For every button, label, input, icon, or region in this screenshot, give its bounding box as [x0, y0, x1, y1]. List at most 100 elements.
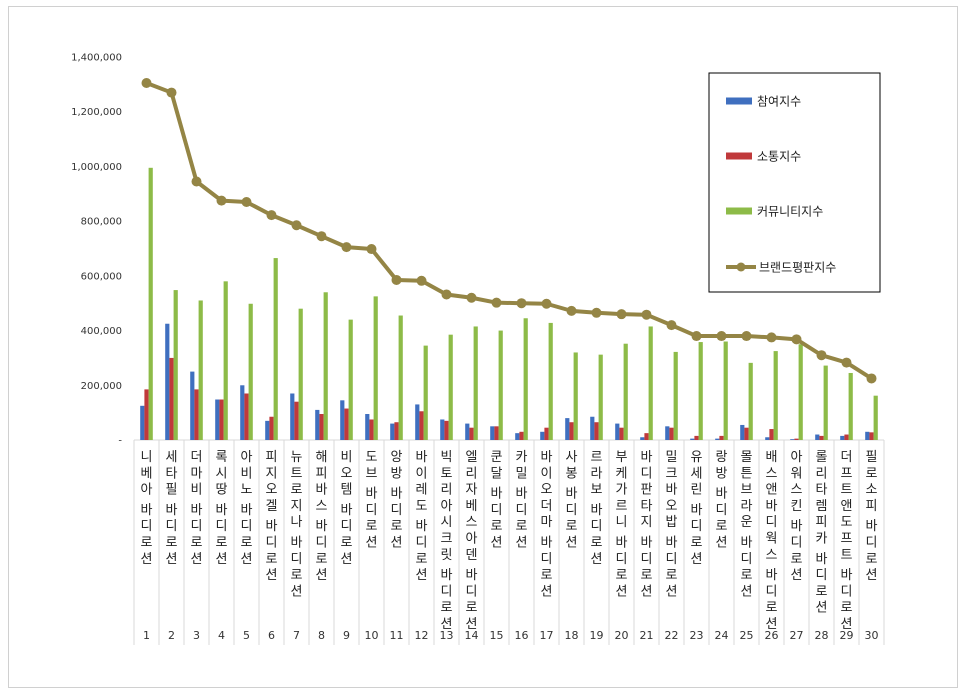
bar-2: [544, 427, 549, 440]
category-char: 리: [816, 466, 828, 481]
line-point: [616, 309, 627, 320]
category-char: 디: [291, 552, 303, 567]
rank-label: 16: [515, 629, 529, 642]
legend-label: 브랜드평판지수: [759, 261, 836, 275]
bar-2: [669, 427, 674, 440]
line-point: [491, 297, 502, 308]
category-char: 디: [641, 552, 653, 567]
category-char: 션: [341, 552, 353, 567]
rank-label: 15: [490, 629, 504, 642]
category-char: 타: [641, 499, 653, 514]
bar-3: [323, 292, 328, 440]
category-char: 마: [541, 515, 553, 530]
category-char: 디: [791, 536, 803, 551]
category-char: 니: [616, 515, 628, 530]
category-char: 템: [341, 483, 353, 498]
category-char: 바: [766, 499, 778, 514]
line-point: [691, 331, 702, 342]
category-char: 스: [791, 483, 803, 498]
line-point: [416, 275, 427, 286]
category-char: 션: [866, 568, 878, 583]
line-point: [341, 242, 352, 253]
category-char: 바: [741, 536, 753, 551]
category-char: 시: [441, 515, 453, 530]
category-char: 로: [616, 568, 628, 583]
category-char: 바: [566, 487, 578, 502]
category-char: 션: [291, 584, 303, 599]
category-char: 바: [416, 519, 428, 534]
category-char: 디: [191, 519, 203, 534]
category-char: 앤: [841, 499, 853, 514]
rank-label: 2: [168, 629, 175, 642]
category-char: 바: [316, 519, 328, 534]
category-char: 땅: [216, 483, 228, 498]
bar-2: [219, 399, 224, 440]
bar-1: [490, 426, 495, 440]
category-char: 몰: [741, 450, 753, 465]
category-char: 베: [466, 499, 478, 514]
bar-1: [665, 426, 670, 440]
category-char: 로: [391, 519, 403, 534]
category-char: 스: [766, 548, 778, 563]
bar-2: [844, 434, 849, 440]
category-char: 션: [766, 617, 778, 632]
category-char: 보: [591, 483, 603, 498]
category-char: 이: [416, 466, 428, 481]
category-char: 피: [816, 515, 828, 530]
category-char: 밀: [516, 466, 528, 481]
category-char: 션: [316, 568, 328, 583]
bar-2: [419, 411, 424, 440]
category-char: 마: [191, 466, 203, 481]
x-axis-categories: 니 베 아 바 디 로 션1세 타 필 바 디 로 션2더 마 비 바 디 로 션3록 시 땅 바 디 로 션4아 비 노 바 디 로 션5…: [141, 450, 879, 642]
category-char: 바: [691, 503, 703, 518]
y-tick-label: 800,000: [81, 217, 122, 228]
category-char: 뉴: [291, 450, 303, 465]
category-char: 크: [441, 532, 453, 547]
bar-1: [440, 419, 445, 440]
category-table-lines: [133, 440, 885, 645]
category-char: 피: [316, 466, 328, 481]
bar-2: [694, 435, 699, 440]
rank-label: 10: [365, 629, 379, 642]
category-char: 브: [741, 483, 753, 498]
bar-2: [269, 416, 274, 440]
category-char: 디: [441, 584, 453, 599]
bar-1: [390, 423, 395, 440]
rank-label: 23: [690, 629, 704, 642]
bar-1: [590, 416, 595, 440]
y-axis-ticks: - 200,000 400,000 600,000 800,000 1,000,000 1,…: [71, 53, 122, 447]
bar-1: [765, 437, 770, 440]
line-point: [791, 334, 802, 345]
bar-1: [790, 439, 795, 440]
category-char: 이: [541, 466, 553, 481]
line-point: [141, 77, 152, 88]
y-tick-label: 400,000: [81, 326, 122, 337]
bar-2: [769, 429, 774, 440]
bar-2: [469, 427, 474, 440]
rank-label: 22: [665, 629, 679, 642]
rank-label: 26: [765, 629, 779, 642]
category-char: 디: [241, 519, 253, 534]
category-char: 로: [316, 552, 328, 567]
bar-2: [794, 438, 799, 440]
bar-3: [273, 258, 278, 440]
bar-1: [565, 418, 570, 440]
line-point: [441, 289, 452, 300]
category-char: 더: [191, 450, 203, 465]
line-point: [241, 196, 252, 207]
category-char: 배: [766, 450, 778, 465]
bar-1: [240, 385, 245, 440]
category-char: 방: [391, 466, 403, 481]
bar-3: [673, 351, 678, 440]
category-char: 션: [141, 552, 153, 567]
